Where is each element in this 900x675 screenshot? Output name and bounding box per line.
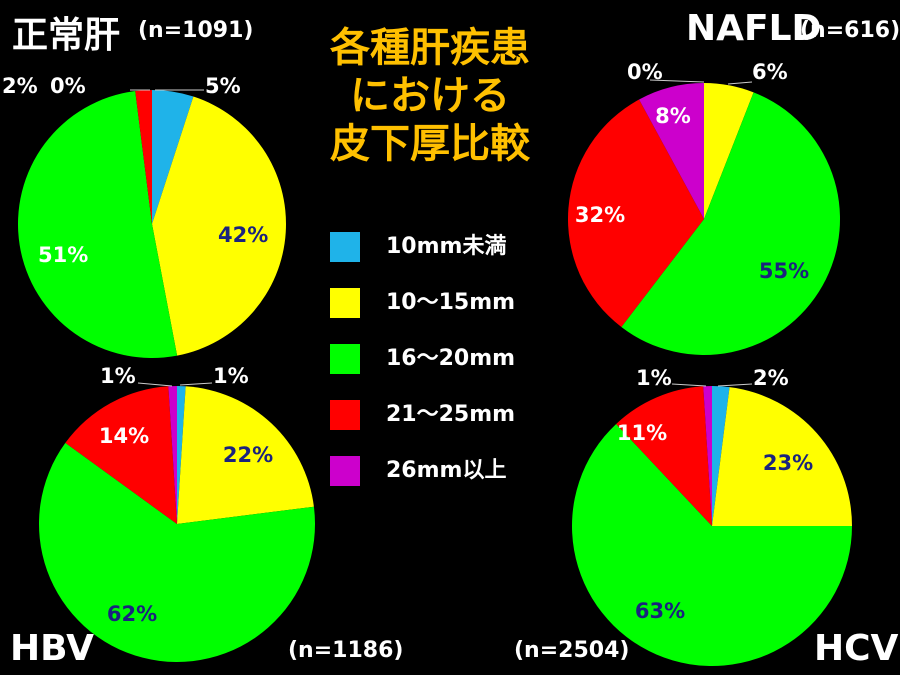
- leader-line: [717, 383, 753, 387]
- slice-value-label: 1%: [213, 364, 249, 388]
- pie-slice: [65, 386, 177, 524]
- pie-slice: [168, 386, 177, 524]
- slice-value-label: 6%: [752, 60, 788, 84]
- legend-swatch: [330, 288, 360, 318]
- pie-slice: [177, 386, 186, 524]
- chart-title-hbv: HBV: [10, 628, 94, 669]
- main-title-line-2: における: [350, 73, 510, 119]
- pie-slice: [639, 83, 704, 219]
- leader-line: [649, 79, 705, 83]
- pie-slice: [616, 386, 712, 526]
- slice-value-label: 2%: [2, 74, 38, 98]
- legend-label: 16〜20mm: [386, 346, 516, 371]
- chart-n-nafld: (n=616): [800, 18, 900, 43]
- slice-value-label: 11%: [617, 421, 667, 445]
- slice-value-label: 62%: [107, 602, 157, 626]
- slice-value-label: 1%: [636, 366, 672, 390]
- slice-value-label: 55%: [759, 259, 809, 283]
- leader-line: [137, 382, 173, 387]
- pie-slice: [703, 386, 712, 526]
- chart-n-normal-liver: (n=1091): [138, 18, 254, 43]
- leader-line: [179, 382, 213, 386]
- pie-slice: [572, 423, 852, 666]
- pie-slice: [568, 99, 704, 328]
- pie-slice: [152, 90, 194, 224]
- legend-swatch: [330, 232, 360, 262]
- slice-value-label: 5%: [205, 74, 241, 98]
- main-title-line-1: 各種肝疾患: [330, 25, 530, 71]
- legend-label: 21〜25mm: [386, 402, 516, 427]
- legend-swatch: [330, 456, 360, 486]
- main-title-line-3: 皮下厚比較: [330, 121, 530, 167]
- pie-slice: [621, 92, 840, 355]
- slice-value-label: 32%: [575, 203, 625, 227]
- pie-slice: [39, 442, 316, 662]
- slice-value-label: 14%: [99, 424, 149, 448]
- slice-value-label: 0%: [627, 60, 663, 84]
- chart-title-normal-liver: 正常肝: [12, 15, 121, 56]
- legend-label: 10〜15mm: [386, 290, 516, 315]
- chart-title-nafld: NAFLD: [686, 8, 822, 49]
- pie-slice: [177, 386, 314, 524]
- slice-value-label: 22%: [223, 443, 273, 467]
- slice-value-label: 63%: [635, 599, 685, 623]
- slice-value-label: 42%: [218, 223, 268, 247]
- chart-n-hcv: (n=2504): [514, 638, 630, 663]
- slice-value-label: 1%: [100, 364, 136, 388]
- chart-title-hcv: HCV: [814, 628, 899, 669]
- legend-swatch: [330, 344, 360, 374]
- leader-line: [671, 383, 707, 387]
- pie-slice: [712, 387, 852, 526]
- pie-slice: [17, 91, 178, 359]
- main-title: 各種肝疾患 における 皮下厚比較: [300, 24, 560, 168]
- slice-value-label: 2%: [753, 366, 789, 390]
- pie-slice: [712, 386, 730, 526]
- leader-line: [727, 81, 753, 85]
- pie-slice: [704, 83, 754, 219]
- legend-label: 10mm未満: [386, 234, 507, 259]
- pie-slice: [152, 96, 286, 356]
- slice-value-label: 51%: [38, 243, 88, 267]
- chart-n-hbv: (n=1186): [288, 638, 404, 663]
- legend-swatch: [330, 400, 360, 430]
- slice-value-label: 0%: [50, 74, 86, 98]
- slice-value-label: 23%: [763, 451, 813, 475]
- legend-label: 26mm以上: [386, 458, 507, 483]
- pie-slice: [135, 90, 152, 224]
- slice-value-label: 8%: [655, 104, 691, 128]
